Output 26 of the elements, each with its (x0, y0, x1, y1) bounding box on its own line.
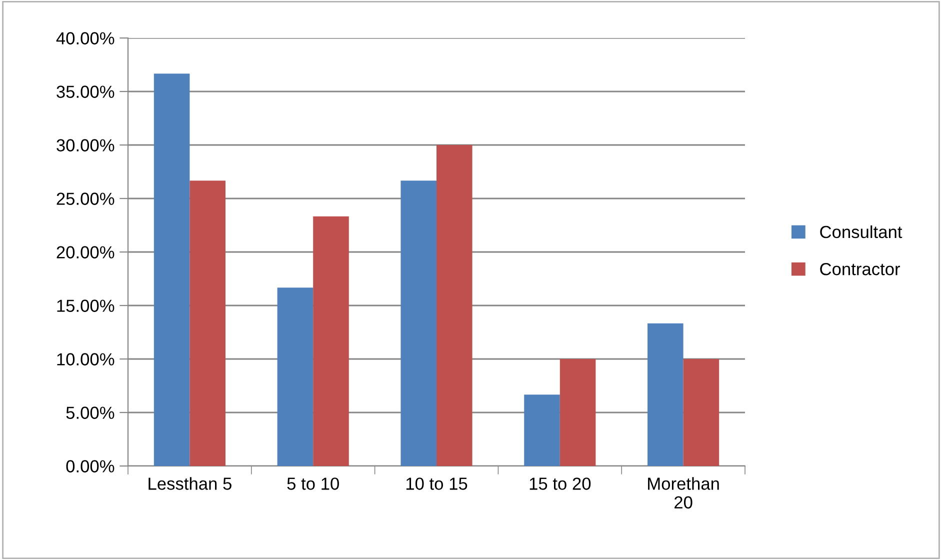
y-tick-label: 15.00% (57, 300, 114, 312)
x-tick-label: Morethan 20 (648, 477, 719, 509)
y-tick-label: 25.00% (56, 192, 114, 205)
bar (436, 145, 472, 466)
bar (313, 216, 349, 466)
legend-label: Contractor (820, 262, 900, 276)
bar (400, 180, 436, 466)
x-tick-label: 10 to 15 (406, 478, 468, 490)
x-tick-label: Lessthan 5 (148, 477, 232, 490)
y-tick-label: 30.00% (56, 139, 114, 152)
bar (190, 180, 226, 466)
bar (560, 359, 596, 466)
bar (683, 359, 720, 466)
bar (277, 288, 314, 466)
y-tick-label: 20.00% (56, 246, 114, 258)
bar (648, 323, 684, 466)
x-tick-label: 5 to 10 (287, 478, 339, 490)
y-tick-label: 40.00% (56, 32, 114, 44)
y-tick-label: 0.00% (66, 460, 114, 472)
y-tick-label: 5.00% (66, 406, 114, 419)
y-tick-label: 35.00% (56, 86, 114, 98)
legend-label: Consultant (820, 225, 902, 238)
y-tick-label: 10.00% (57, 353, 114, 366)
bar (154, 74, 190, 466)
bar (524, 394, 560, 466)
x-tick-label: 15 to 20 (530, 478, 591, 490)
